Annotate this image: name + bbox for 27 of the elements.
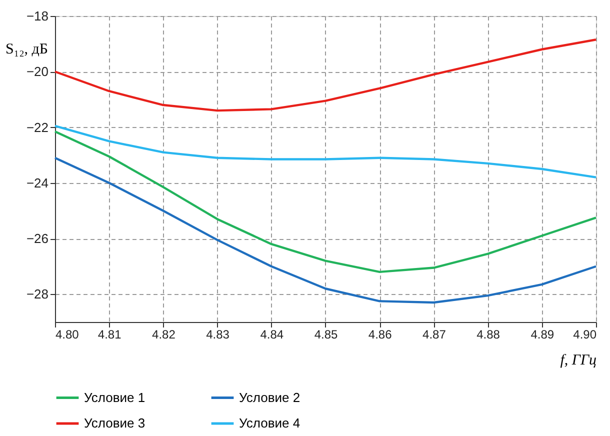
x-tick-label: 4.80 bbox=[56, 328, 80, 342]
line-series bbox=[54, 156, 598, 304]
x-axis-title: f, ГГц bbox=[560, 352, 596, 368]
x-tick-label: 4.87 bbox=[422, 328, 446, 342]
x-tick-label: 4.89 bbox=[530, 328, 554, 342]
line-series bbox=[54, 130, 598, 274]
x-tick-label: 4.83 bbox=[206, 328, 230, 342]
legend-label: Условие 3 bbox=[84, 416, 146, 430]
legend-label: Условие 4 bbox=[239, 416, 300, 430]
y-tick-label: −26 bbox=[26, 231, 48, 246]
x-tick-label: 4.84 bbox=[260, 328, 284, 342]
y-tick-label: −20 bbox=[26, 64, 48, 80]
x-tick-label: 4.85 bbox=[314, 328, 338, 342]
y-tick-label: −22 bbox=[26, 120, 48, 135]
line-series bbox=[54, 38, 598, 112]
x-tick-label: 4.82 bbox=[152, 328, 176, 342]
y-tick-label: −28 bbox=[26, 286, 48, 302]
x-tick-label: 4.81 bbox=[98, 328, 122, 342]
legend-label: Условие 1 bbox=[84, 390, 146, 405]
line-series bbox=[54, 124, 598, 178]
y-axis-title: S₁₂, дБ bbox=[6, 42, 48, 58]
x-tick-label: 4.88 bbox=[476, 328, 500, 342]
y-tick-label: −18 bbox=[26, 8, 48, 24]
y-tick-label: −24 bbox=[26, 175, 48, 190]
x-tick-label: 4.90 bbox=[573, 328, 597, 342]
x-tick-label: 4.86 bbox=[368, 328, 392, 342]
legend-label: Условие 2 bbox=[239, 390, 300, 405]
